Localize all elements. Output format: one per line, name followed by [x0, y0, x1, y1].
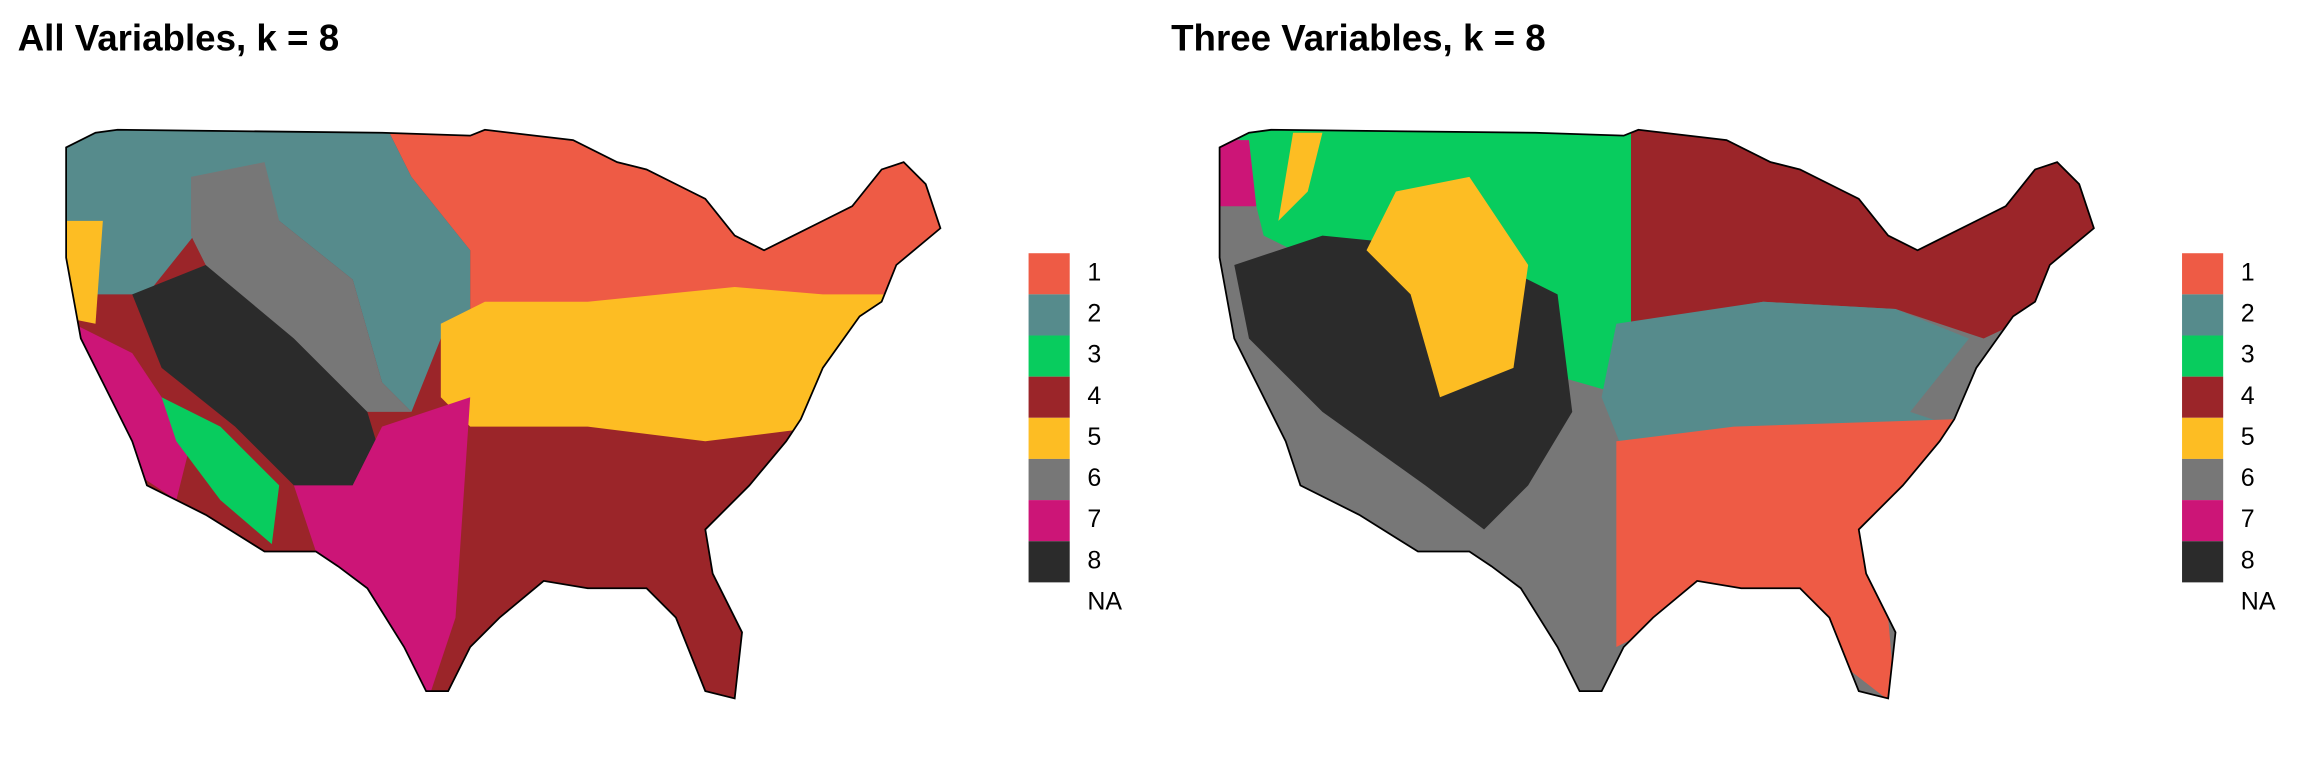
legend-swatch — [1028, 541, 1070, 583]
cluster-region — [161, 397, 280, 545]
legend-label: 8 — [2241, 546, 2255, 574]
country-outline — [1218, 128, 2095, 700]
legend-swatch — [2182, 500, 2224, 542]
legend-label: 7 — [1087, 505, 1101, 533]
legend-swatch — [2182, 376, 2224, 418]
cluster-region — [440, 287, 941, 442]
cluster-region — [1631, 129, 2094, 339]
legend-swatch — [2182, 335, 2224, 377]
legend-label: 3 — [2241, 341, 2255, 369]
legend-label: 4 — [2241, 382, 2255, 410]
legend-label: 2 — [1087, 300, 1101, 328]
cluster-region — [293, 397, 471, 699]
legend-label: 6 — [1087, 464, 1101, 492]
map — [66, 129, 941, 699]
legend-swatch — [1028, 417, 1070, 459]
legend-label: NA — [2241, 588, 2276, 616]
cluster-region — [191, 162, 412, 412]
cluster-region — [132, 264, 390, 545]
legend-swatch — [2182, 541, 2224, 583]
legend-label: NA — [1087, 588, 1122, 616]
map — [1219, 129, 2094, 699]
legend-swatch — [2182, 417, 2224, 459]
cluster-region — [1219, 140, 1257, 207]
legend-label: 3 — [1087, 341, 1101, 369]
legend-swatch — [1028, 294, 1070, 336]
legend-label: 4 — [1087, 382, 1101, 410]
map-title: All Variables, k = 8 — [18, 17, 339, 58]
legend-swatch — [1028, 335, 1070, 377]
legend-label: 1 — [2241, 258, 2255, 286]
map-panel: Three Variables, k = 8 1 2 3 4 5 6 7 8 NA — [1171, 17, 2276, 700]
cluster-region — [66, 129, 471, 412]
legend-label: 2 — [2241, 300, 2255, 328]
map-panel: All Variables, k = 8 1 2 3 4 5 6 7 8 NA — [18, 17, 1122, 700]
legend-swatch — [2182, 458, 2224, 501]
cluster-region — [1616, 419, 1955, 699]
cluster-region — [1366, 176, 1529, 398]
legend-label: 8 — [1087, 546, 1101, 574]
legend-swatch — [1028, 376, 1070, 418]
legend-swatch — [1028, 500, 1070, 542]
legend-swatch — [1028, 458, 1070, 501]
legend-label: 1 — [1087, 258, 1101, 286]
legend-swatch — [2182, 253, 2224, 295]
legend-label: 5 — [1087, 423, 1101, 451]
legend-label: 7 — [2241, 505, 2255, 533]
map-title: Three Variables, k = 8 — [1171, 17, 1546, 58]
country-outline — [65, 128, 942, 700]
legend-label: 5 — [2241, 423, 2255, 451]
legend-label: 6 — [2241, 464, 2255, 492]
legend-swatch — [1028, 253, 1070, 295]
legend-swatch — [2182, 294, 2224, 336]
